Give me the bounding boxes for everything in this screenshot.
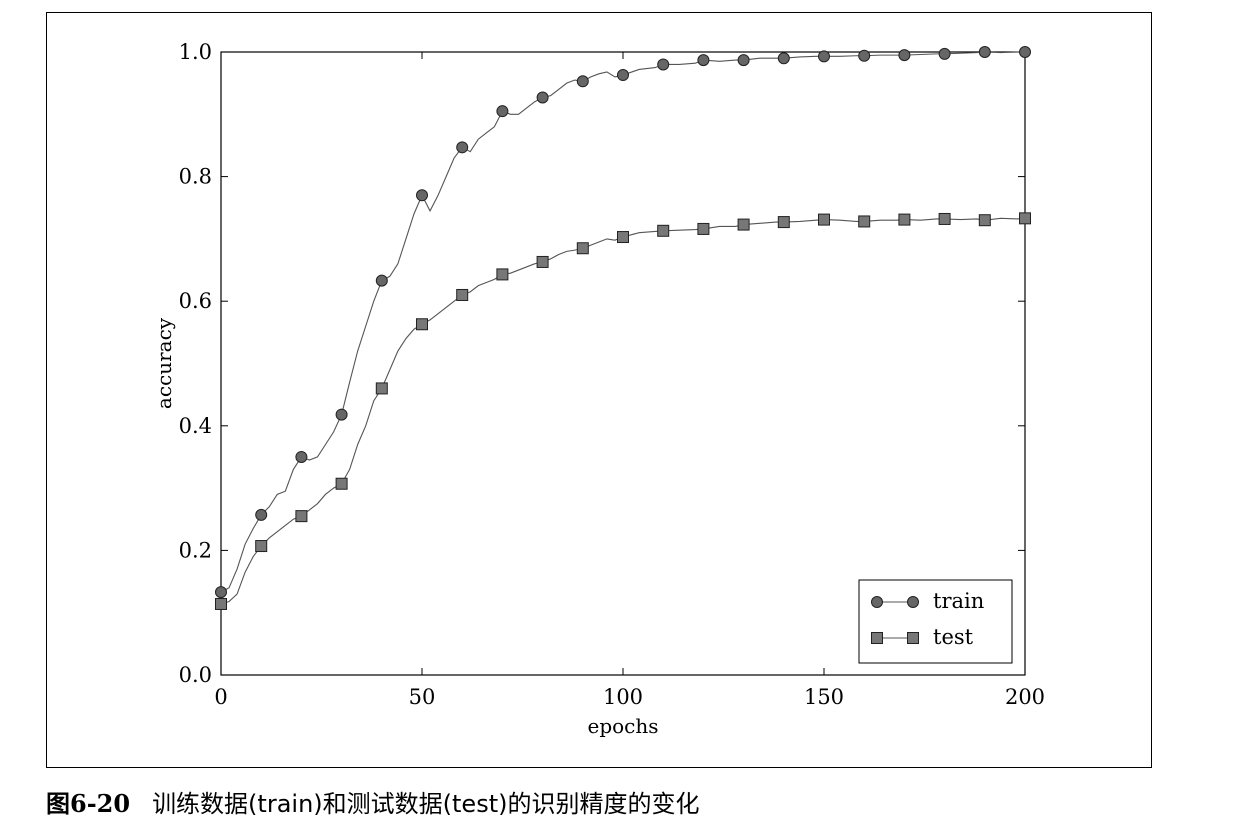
legend-frame [858, 579, 1013, 664]
x-tick-label-200: 200 [1005, 685, 1045, 709]
y-tick-label-0.4: 0.4 [179, 414, 212, 438]
data-point-test-200 [1019, 212, 1031, 225]
data-point-train-120 [697, 54, 710, 67]
data-point-test-140 [777, 216, 790, 229]
data-point-test-120 [697, 222, 710, 235]
legend: train test [858, 579, 1013, 664]
x-tick-label-0: 0 [214, 685, 227, 709]
data-point-train-200 [1019, 46, 1031, 58]
data-point-train-70 [496, 105, 509, 118]
data-point-train-50 [416, 189, 428, 202]
data-point-train-60 [456, 141, 469, 154]
data-point-train-130 [737, 54, 750, 67]
y-tick-label-0.6: 0.6 [179, 289, 212, 313]
data-point-test-20 [295, 510, 308, 523]
figure-frame: 0 50 100 150 200 0.0 0.2 0.4 0.6 0.8 1.0 epochs accu… [46, 12, 1152, 768]
data-point-test-130 [737, 218, 750, 231]
data-point-train-180 [938, 47, 951, 60]
legend-marker-start-train [871, 596, 883, 608]
data-point-test-180 [938, 212, 951, 225]
data-point-train-150 [818, 50, 830, 63]
data-point-train-0 [215, 586, 227, 599]
data-point-train-10 [255, 508, 268, 521]
legend-marker-end-train [907, 596, 919, 608]
data-point-test-50 [416, 318, 428, 331]
data-point-train-140 [777, 52, 790, 65]
data-point-train-100 [617, 69, 629, 82]
data-point-test-30 [335, 477, 348, 490]
x-tick-label-50: 50 [409, 685, 436, 709]
data-point-test-80 [536, 255, 549, 268]
accuracy-chart: 0 50 100 150 200 0.0 0.2 0.4 0.6 0.8 1.0 epochs accu… [152, 40, 1045, 738]
data-point-train-170 [898, 49, 911, 62]
data-point-test-100 [617, 231, 629, 244]
y-tick-label-0.8: 0.8 [179, 165, 212, 189]
data-point-train-30 [335, 408, 348, 421]
data-point-train-90 [576, 75, 589, 88]
y-axis-label: accuracy [152, 317, 176, 409]
x-tick-label-150: 150 [804, 685, 844, 709]
figure-number: 图6-20 [46, 789, 131, 818]
y-tick-label-1.0: 1.0 [179, 40, 212, 64]
data-point-test-150 [818, 213, 830, 226]
x-tick-label-100: 100 [603, 685, 643, 709]
data-point-train-190 [978, 46, 991, 58]
data-point-test-190 [978, 214, 991, 227]
legend-marker-start-test [871, 632, 883, 644]
data-point-train-40 [375, 274, 388, 287]
figure-caption: 图6-20 训练数据(train)和测试数据(test)的识别精度的变化 [46, 788, 699, 820]
x-axis-label: epochs [587, 714, 658, 738]
figure-caption-text: 训练数据(train)和测试数据(test)的识别精度的变化 [152, 790, 700, 818]
legend-label-train: train [933, 589, 984, 613]
data-point-test-10 [255, 540, 268, 553]
data-point-test-70 [496, 268, 509, 281]
legend-label-test: test [933, 625, 974, 649]
y-tick-label-0.0: 0.0 [179, 663, 212, 687]
data-point-test-60 [456, 288, 469, 301]
data-point-train-110 [657, 58, 670, 71]
data-point-test-160 [858, 215, 871, 228]
legend-marker-end-test [907, 632, 919, 644]
data-point-test-90 [576, 242, 589, 255]
data-point-train-20 [295, 450, 308, 463]
data-point-test-40 [375, 382, 388, 395]
data-point-train-160 [858, 49, 871, 62]
data-point-test-0 [215, 597, 227, 610]
data-point-train-80 [536, 91, 549, 104]
y-tick-label-0.2: 0.2 [179, 538, 212, 562]
data-point-test-110 [657, 224, 670, 237]
series-line-train [220, 51, 1025, 593]
data-point-test-170 [898, 213, 911, 226]
series-train [220, 51, 1025, 593]
